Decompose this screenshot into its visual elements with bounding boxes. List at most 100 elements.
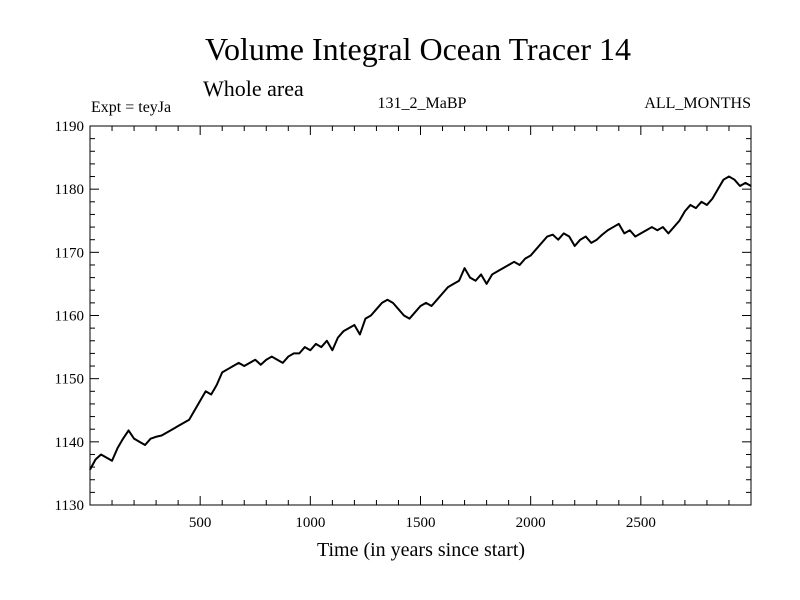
data-point [221, 371, 223, 373]
data-point [585, 235, 587, 238]
y-tick-label: 1190 [55, 119, 84, 135]
data-point [133, 438, 135, 440]
data-point [430, 305, 433, 307]
data-point [502, 267, 504, 269]
run-label: 131_2_MaBP [378, 95, 467, 112]
data-point [408, 318, 411, 320]
data-point [750, 185, 752, 187]
data-point [711, 198, 714, 200]
data-point [497, 270, 499, 272]
data-point [629, 229, 631, 231]
x-tick-label: 1000 [295, 515, 325, 531]
data-point [557, 239, 559, 241]
data-point [276, 359, 278, 361]
data-point [425, 302, 427, 304]
data-point [260, 364, 262, 366]
data-point [689, 204, 692, 206]
data-point [463, 267, 466, 269]
data-point [667, 232, 669, 234]
data-point [161, 434, 163, 437]
data-point [662, 226, 664, 228]
data-point [227, 368, 229, 370]
data-point [210, 393, 212, 396]
series-layer [89, 175, 752, 471]
experiment-label: Expt = teyJa [91, 99, 171, 116]
plot-frame [89, 125, 752, 506]
y-tick-label: 1130 [55, 498, 84, 514]
data-point [651, 226, 653, 228]
data-point [700, 201, 703, 203]
data-point [127, 429, 130, 432]
data-point [243, 365, 245, 367]
data-point [717, 188, 719, 190]
data-point [607, 229, 609, 231]
data-point [480, 273, 482, 276]
y-tick-label: 1170 [55, 245, 84, 261]
data-point [474, 280, 477, 282]
data-point [293, 352, 295, 354]
data-point [172, 428, 174, 430]
data-point [574, 245, 576, 247]
data-point [486, 283, 488, 285]
data-point [94, 458, 97, 461]
data-point [105, 457, 108, 459]
data-point [359, 333, 361, 336]
data-point [744, 182, 747, 184]
data-point [579, 239, 581, 241]
data-point [673, 226, 675, 228]
y-tick-label: 1160 [55, 309, 84, 325]
data-point [601, 234, 603, 236]
data-point [216, 384, 218, 386]
data-point [447, 286, 449, 288]
data-point [304, 346, 306, 348]
data-point [89, 469, 91, 471]
data-point [397, 308, 400, 310]
period-label: ALL_MONTHS [644, 95, 751, 112]
data-point [249, 362, 251, 364]
data-point [640, 232, 642, 234]
data-point [348, 327, 350, 329]
data-point [419, 305, 422, 307]
data-point [695, 207, 697, 209]
data-point [320, 346, 322, 348]
x-tick-label: 2000 [516, 515, 546, 531]
data-point [508, 264, 510, 266]
data-point [116, 447, 119, 449]
data-point [596, 239, 598, 241]
chart-title: Volume Integral Ocean Tracer 14 [205, 31, 631, 67]
data-point [315, 343, 317, 345]
data-point [282, 362, 284, 364]
y-tick-label: 1150 [55, 372, 84, 388]
data-point [337, 337, 339, 339]
data-point [194, 409, 196, 411]
data-point [309, 349, 311, 351]
data-point [568, 235, 570, 238]
data-point [403, 314, 405, 317]
data-point [326, 340, 328, 342]
data-point [458, 280, 460, 282]
data-point [414, 311, 416, 313]
data-point [612, 226, 614, 228]
data-point [684, 210, 686, 212]
data-point [722, 179, 725, 181]
data-point [634, 235, 636, 238]
data-point [441, 292, 444, 294]
data-point [590, 242, 592, 244]
data-point [535, 248, 537, 250]
data-point [155, 436, 157, 438]
data-point [728, 175, 730, 178]
data-point [381, 302, 383, 304]
data-point [563, 232, 565, 234]
x-tick-label: 2500 [626, 515, 656, 531]
data-point [177, 425, 179, 427]
data-point [491, 273, 493, 276]
data-point [364, 318, 367, 320]
data-point [375, 308, 378, 310]
data-point [739, 185, 741, 187]
data-point [386, 299, 389, 301]
data-point [238, 362, 240, 364]
data-point [111, 460, 113, 462]
data-point [623, 232, 625, 234]
data-point [530, 254, 532, 257]
